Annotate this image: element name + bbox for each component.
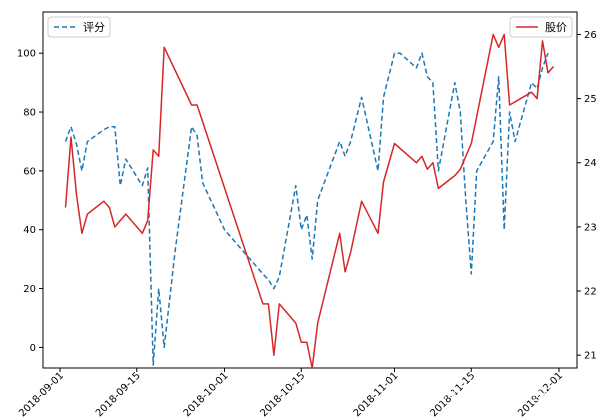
- x-tick-label: 2018-10-01: [182, 370, 231, 419]
- x-tick-label: 2018-09-01: [17, 370, 66, 419]
- series-layer: [64, 33, 555, 369]
- legend-left-box: [47, 16, 111, 38]
- legend-right: 股价: [509, 16, 573, 38]
- score-series-line: [64, 52, 549, 366]
- right-tick-label: 22: [584, 287, 597, 298]
- plot-area: [42, 11, 578, 369]
- left-axis: 0 20 40 60 80 100: [17, 49, 43, 354]
- x-tick-label: 2018-09-15: [94, 370, 143, 419]
- legend-left-label: 评分: [83, 21, 105, 34]
- left-tick-label: 0: [30, 343, 36, 354]
- right-tick-label: 21: [584, 351, 597, 362]
- left-tick-label: 40: [23, 225, 36, 236]
- right-tick-label: 23: [584, 222, 597, 233]
- left-tick-label: 80: [23, 108, 36, 119]
- right-axis: 21 22 23 24 25 26: [577, 30, 597, 362]
- legend-right-box: [509, 16, 573, 38]
- left-tick-label: 20: [23, 284, 36, 295]
- right-tick-label: 24: [584, 158, 597, 169]
- left-tick-label: 60: [23, 166, 36, 177]
- legend-right-label: 股价: [545, 21, 567, 34]
- right-tick-label: 26: [584, 30, 597, 41]
- watermark: 知乎 @阿尔法密码: [432, 386, 557, 404]
- left-tick-label: 100: [17, 49, 36, 60]
- legend-left: 评分: [47, 16, 111, 38]
- x-tick-label: 2018-10-15: [259, 370, 308, 419]
- price-series-line: [64, 33, 555, 369]
- x-tick-label: 2018-11-01: [352, 370, 401, 419]
- right-tick-label: 25: [584, 94, 597, 105]
